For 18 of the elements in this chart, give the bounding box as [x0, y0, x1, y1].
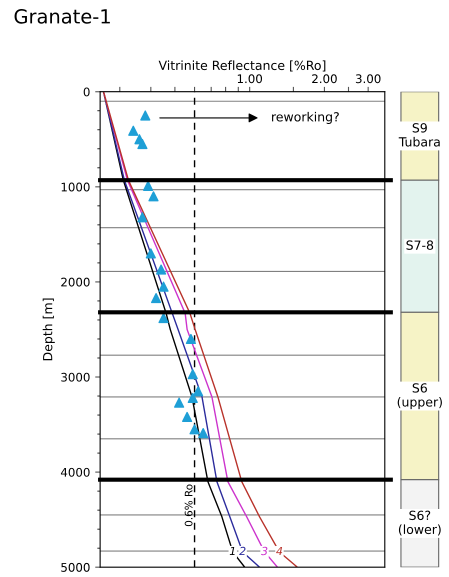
- y-tick-label: 5000: [61, 562, 90, 572]
- chart-title: Granate-1: [14, 9, 110, 24]
- x-tick-label: 3.00: [356, 74, 381, 84]
- x-tick-label: 1.00: [238, 74, 262, 84]
- x-axis-title: Vitrinite Reflectance [%Ro]: [158, 60, 326, 72]
- series-label: S6 (upper): [398, 383, 442, 410]
- ref-line-label: 0.6% Ro: [184, 484, 193, 526]
- y-tick-label: 2000: [61, 278, 90, 287]
- y-axis-title: Depth [m]: [42, 298, 55, 360]
- series-label: S9 Tubara: [398, 123, 440, 147]
- y-tick-label: 4000: [60, 468, 90, 477]
- y-tick-label: 3000: [61, 372, 90, 382]
- annotation: reworking?: [272, 112, 339, 124]
- y-tick-label: 1000: [62, 182, 90, 192]
- y-tick-label: 0: [84, 87, 90, 96]
- series-label: S7-8: [406, 240, 434, 250]
- x-tick-label: 2.00: [312, 74, 337, 84]
- series-label: S6? (lower): [398, 510, 441, 536]
